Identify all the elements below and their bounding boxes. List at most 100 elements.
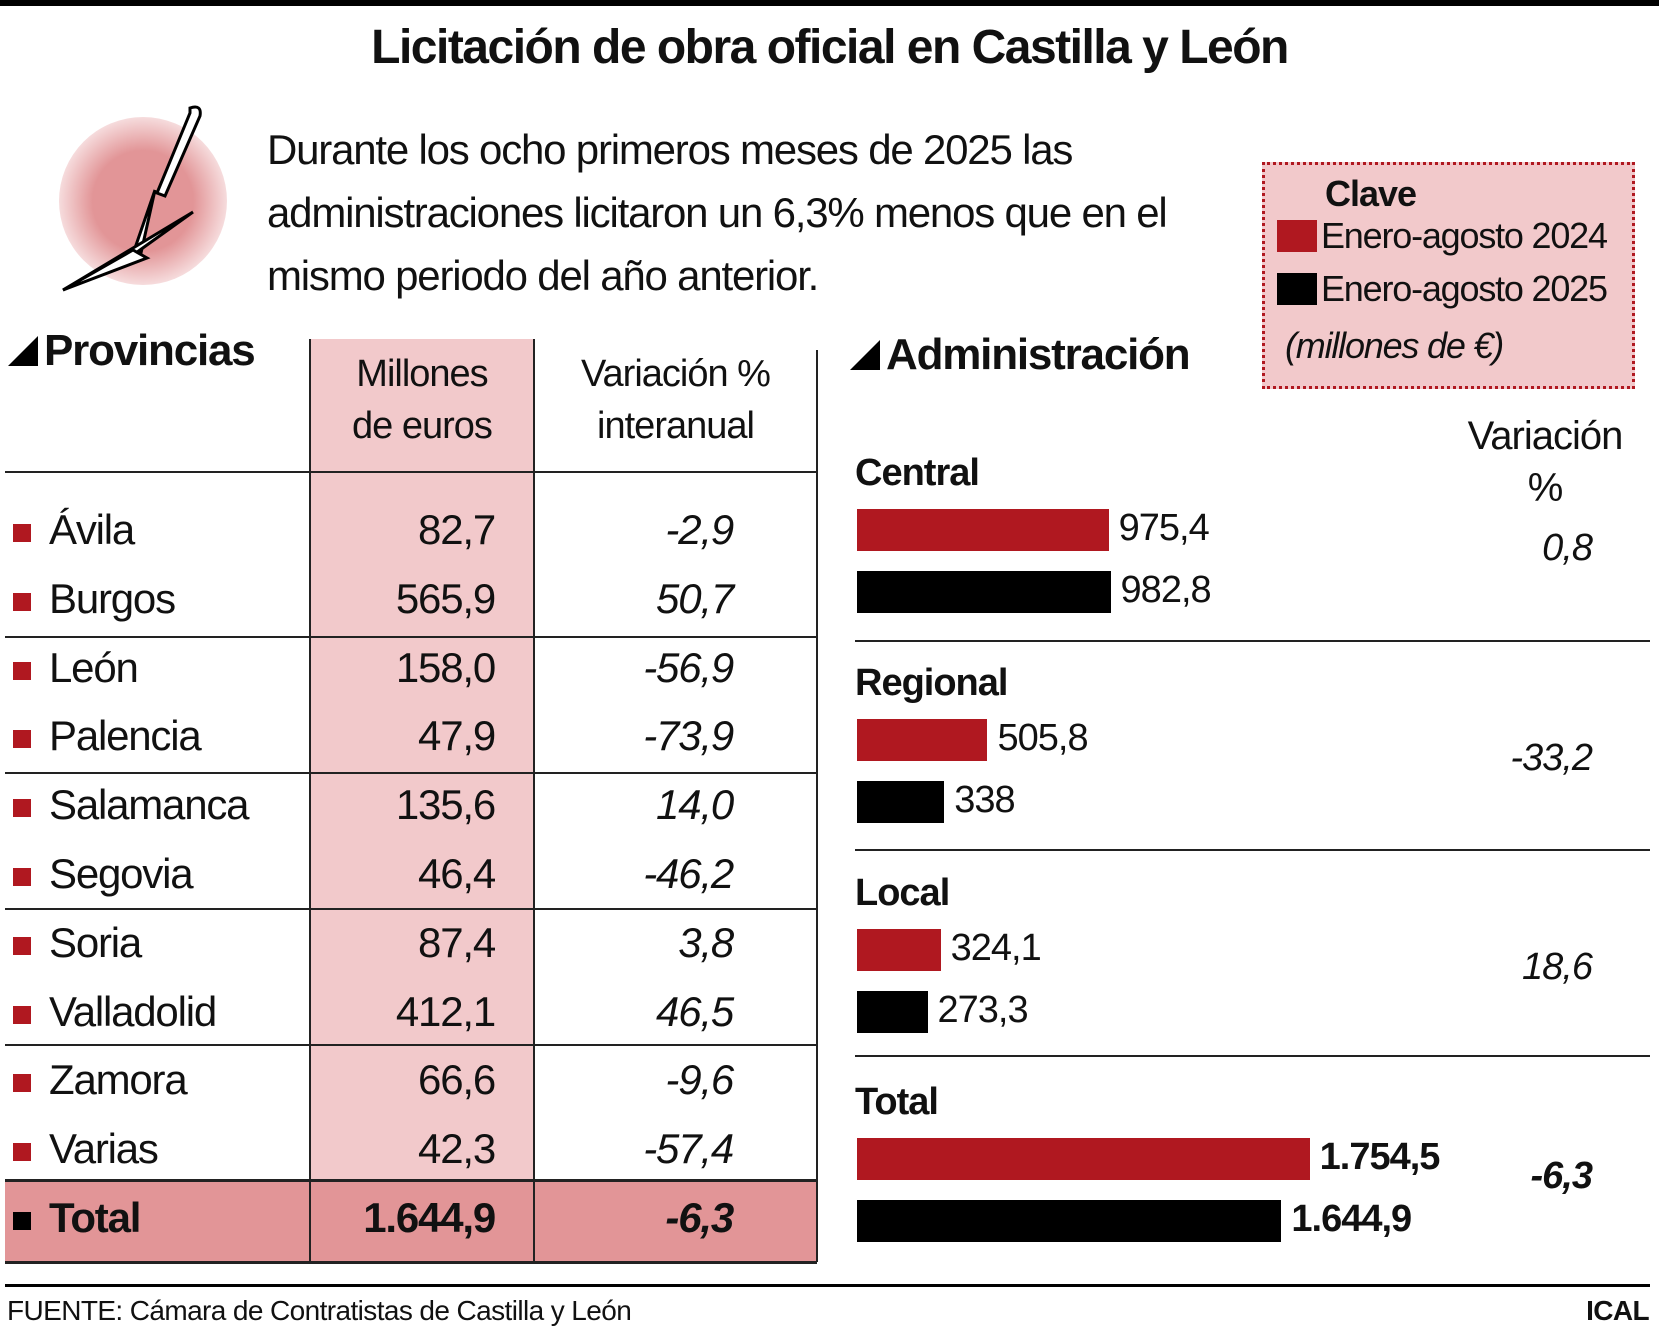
category-label: Total xyxy=(855,1081,939,1123)
col-header-line: Millones xyxy=(356,353,488,395)
table-row: Ávila 82,7 -2,9 xyxy=(0,500,817,568)
legend-swatch-red xyxy=(1277,220,1317,252)
triangle-icon xyxy=(850,340,880,370)
legend-heading: Clave xyxy=(1325,173,1417,214)
divider xyxy=(5,1044,817,1046)
variacion-value: -2,9 xyxy=(665,506,734,553)
legend-label: Enero-agosto 2025 xyxy=(1321,268,1608,309)
bar-2024 xyxy=(857,929,941,971)
bar-2024 xyxy=(857,509,1109,551)
variacion-value: 46,5 xyxy=(656,987,734,1035)
millones-value: 158,0 xyxy=(395,643,496,691)
bar-2024 xyxy=(857,719,988,761)
bullet-icon xyxy=(13,1074,31,1093)
variacion-value: -57,4 xyxy=(643,1125,734,1173)
divider xyxy=(816,350,818,1262)
bullet-icon xyxy=(13,1005,31,1024)
bullet-icon xyxy=(13,868,31,886)
province-name: Varias xyxy=(49,1125,159,1173)
millones-value: 135,6 xyxy=(395,781,496,829)
divider xyxy=(855,640,1650,642)
millones-value: 412,1 xyxy=(395,987,496,1035)
legend-item-2024: Enero-agosto 2024 xyxy=(1277,215,1608,257)
table-row: León 158,0 -56,9 xyxy=(0,638,817,706)
millones-value: 46,4 xyxy=(418,850,496,897)
provincias-heading-text: Provincias xyxy=(44,326,256,375)
legend-swatch-black xyxy=(1277,273,1317,305)
bar-value-label: 1.644,9 xyxy=(1291,1198,1412,1240)
table-row: Salamanca 135,6 14,0 xyxy=(0,775,817,843)
divider xyxy=(855,849,1650,851)
bar-value-label: 338 xyxy=(954,779,1015,821)
footer-rule xyxy=(5,1284,1650,1287)
divider xyxy=(5,1261,817,1264)
province-name: Soria xyxy=(49,918,142,966)
table-row: Palencia 47,9 -73,9 xyxy=(0,706,817,774)
total-variacion: -6,3 xyxy=(665,1194,734,1241)
province-name: León xyxy=(49,643,139,691)
legend-unit: (millones de €) xyxy=(1285,325,1504,366)
variation-value: 0,8 xyxy=(1542,527,1593,569)
millones-value: 47,9 xyxy=(418,712,496,760)
trowel-icon xyxy=(59,105,227,292)
province-name: Valladolid xyxy=(49,987,217,1035)
bar-value-label: 975,4 xyxy=(1118,507,1210,549)
variation-value: -33,2 xyxy=(1510,737,1593,779)
col-header-line: de euros xyxy=(352,405,493,447)
category-label: Central xyxy=(855,452,980,494)
table-row: Burgos 565,9 50,7 xyxy=(0,569,817,637)
table-row: Varias 42,3 -57,4 xyxy=(0,1119,817,1187)
category-label: Local xyxy=(855,872,950,914)
bar-2024 xyxy=(857,1138,1310,1180)
divider xyxy=(5,908,817,910)
divider xyxy=(533,339,535,1262)
bar-value-label: 273,3 xyxy=(937,989,1029,1031)
province-name: Salamanca xyxy=(49,781,250,829)
bullet-icon xyxy=(13,524,31,542)
provincias-heading: Provincias xyxy=(8,326,256,376)
table-row: Valladolid 412,1 46,5 xyxy=(0,982,817,1050)
variation-header: Variación% xyxy=(1445,410,1645,514)
total-row-bg xyxy=(5,1181,817,1262)
total-millones: 1.644,9 xyxy=(363,1194,496,1241)
millones-value: 565,9 xyxy=(395,574,496,622)
category-label: Regional xyxy=(855,662,1008,704)
top-rule xyxy=(0,0,1659,6)
col-header-millones: Millones de euros xyxy=(310,348,534,452)
bar-2025 xyxy=(857,991,928,1033)
table-total-row: Total 1.644,9 -6,3 xyxy=(0,1188,817,1256)
bar-value-label: 1.754,5 xyxy=(1319,1136,1441,1178)
variation-header-line: Variación xyxy=(1467,414,1624,458)
agency-label: ICAL xyxy=(1586,1295,1650,1326)
table-row: Segovia 46,4 -46,2 xyxy=(0,844,817,912)
variation-header-line: % xyxy=(1527,466,1564,510)
province-name: Zamora xyxy=(49,1056,188,1104)
province-name: Palencia xyxy=(49,712,202,760)
divider xyxy=(309,339,311,1262)
millones-value: 66,6 xyxy=(418,1056,496,1104)
divider xyxy=(5,1179,817,1182)
bullet-icon xyxy=(13,592,31,611)
variacion-value: 50,7 xyxy=(656,574,734,622)
page-title: Licitación de obra oficial en Castilla y… xyxy=(371,21,1289,74)
bar-2025 xyxy=(857,1200,1282,1242)
bullet-icon xyxy=(13,730,31,749)
bullet-icon xyxy=(13,799,31,818)
variacion-value: -73,9 xyxy=(643,712,734,760)
table-row: Zamora 66,6 -9,6 xyxy=(0,1050,817,1118)
table-row: Soria 87,4 3,8 xyxy=(0,913,817,981)
legend: Clave Enero-agosto 2024 Enero-agosto 202… xyxy=(1262,162,1635,389)
divider xyxy=(5,772,817,774)
col-header-variacion: Variación % interanual xyxy=(534,348,817,452)
col-header-line: Variación % xyxy=(581,353,771,395)
millones-value: 82,7 xyxy=(418,506,496,553)
variacion-value: -56,9 xyxy=(643,643,734,691)
administracion-heading-text: Administración xyxy=(886,330,1191,379)
intro-text: Durante los ocho primeros meses de 2025 … xyxy=(267,126,1168,299)
bullet-icon xyxy=(13,936,31,955)
divider xyxy=(855,1055,1650,1057)
administracion-heading: Administración xyxy=(850,330,1191,380)
legend-label: Enero-agosto 2024 xyxy=(1321,215,1608,256)
variacion-value: 14,0 xyxy=(656,781,734,829)
variation-value: -6,3 xyxy=(1530,1155,1593,1197)
